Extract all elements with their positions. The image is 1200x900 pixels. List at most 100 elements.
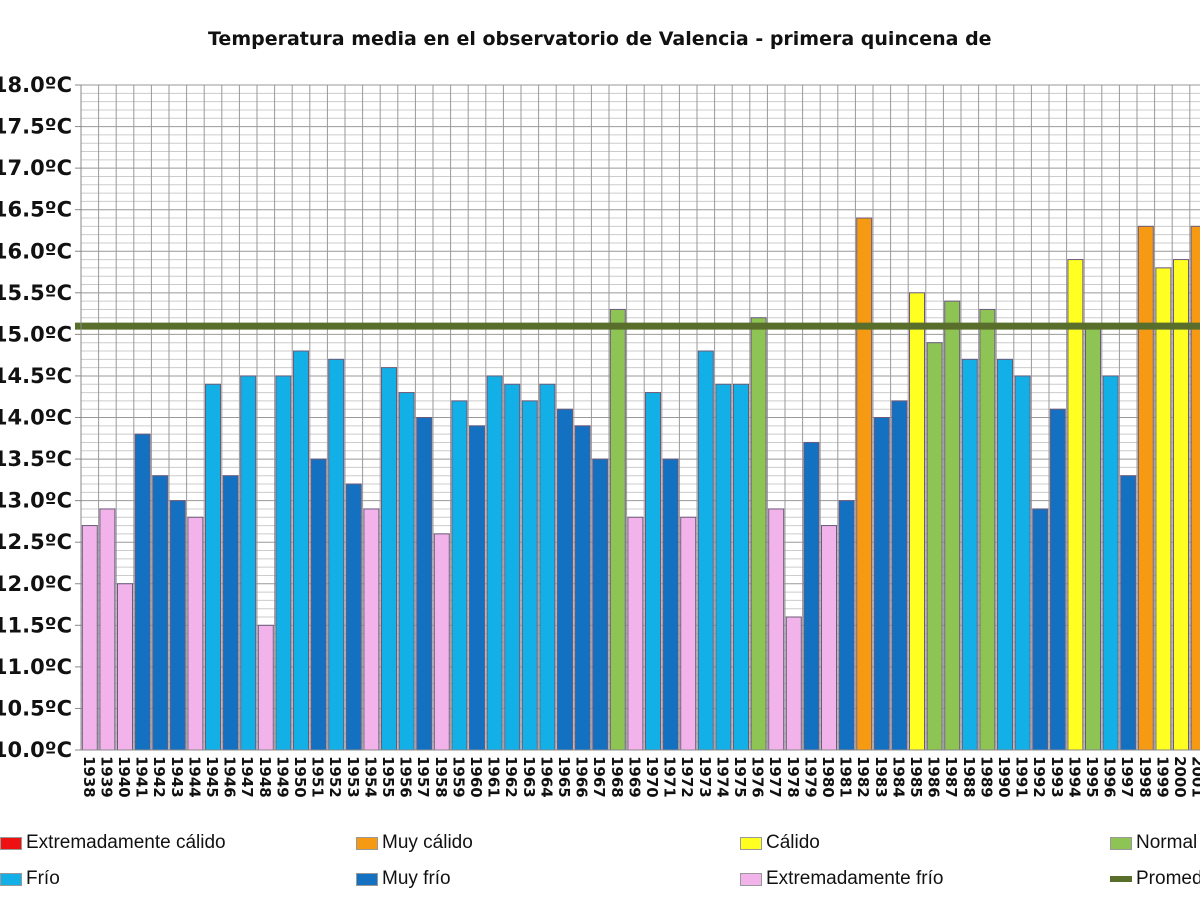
y-tick-label: 12.5ºC [0, 530, 72, 554]
y-tick-label: 15.5ºC [0, 281, 72, 305]
x-tick-label: 1980 [819, 756, 837, 798]
legend-item-extremadamente-frio: Extremadamente frío [740, 868, 943, 890]
bar-1989 [979, 308, 996, 751]
bar-1975 [733, 383, 749, 751]
x-tick-label: 1938 [80, 756, 98, 798]
x-tick-label: 1995 [1083, 756, 1101, 798]
x-tick-label: 1965 [555, 756, 573, 798]
x-tick-label: 1942 [150, 756, 168, 798]
bar-1952 [328, 358, 345, 751]
x-tick-label: 1939 [97, 756, 115, 798]
y-tick-label: 10.0ºC [0, 738, 72, 762]
bar-1972 [680, 516, 697, 751]
x-tick-label: 1962 [502, 756, 520, 798]
legend-swatch [740, 836, 762, 850]
bar-1955 [381, 367, 397, 751]
bar-1967 [592, 458, 609, 751]
y-tick-label: 18.0ºC [0, 73, 72, 97]
bar-1949 [275, 375, 292, 751]
bar-1970 [645, 392, 661, 751]
x-tick-label: 1975 [731, 756, 749, 798]
y-tick-label: 17.0ºC [0, 156, 72, 180]
x-tick-label: 1981 [837, 756, 855, 798]
legend-label: Extremadamente frío [766, 868, 944, 889]
x-tick-label: 1982 [854, 756, 872, 798]
bar-1944 [187, 516, 204, 751]
x-tick-label: 2001 [1189, 756, 1200, 798]
legend-label: Extremadamente cálido [26, 832, 226, 853]
bar-1945 [205, 383, 221, 751]
bar-1941 [134, 433, 151, 751]
x-tick-label: 1963 [520, 756, 538, 798]
bar-1974 [715, 383, 732, 751]
x-tick-label: 1960 [467, 756, 485, 798]
x-tick-label: 1988 [960, 756, 978, 798]
legend-swatch [740, 872, 762, 886]
bar-1985 [909, 292, 925, 751]
bar-1983 [873, 417, 890, 751]
legend-swatch [0, 872, 22, 886]
bar-1982 [856, 217, 873, 751]
bar-1966 [574, 425, 591, 751]
bar-1987 [944, 300, 961, 751]
bar-1986 [926, 342, 943, 751]
legend-item-promedio: Promedio [1110, 868, 1200, 890]
x-tick-label: 1948 [256, 756, 274, 798]
legend-swatch [1110, 836, 1132, 850]
legend-label: Normal [1136, 832, 1198, 853]
bar-1979 [803, 441, 820, 751]
x-tick-label: 1977 [766, 756, 784, 798]
x-tick-label: 1997 [1118, 756, 1136, 798]
bar-1994 [1067, 259, 1084, 751]
bar-chart: 1938 1939 1940 1941 1942 1943 1944 1945 1946 1947… [0, 73, 1200, 798]
bar-1963 [521, 400, 538, 751]
bar-1978 [785, 616, 802, 751]
y-tick-label: 16.5ºC [0, 198, 72, 222]
x-tick-label: 1990 [995, 756, 1013, 798]
legend-swatch [0, 836, 22, 850]
bar-1956 [398, 392, 415, 751]
bar-1977 [768, 508, 785, 751]
x-tick-label: 1964 [537, 756, 555, 798]
bar-1965 [557, 408, 573, 751]
x-tick-label: 1998 [1136, 756, 1154, 798]
bar-1962 [504, 383, 521, 751]
y-tick-label: 13.0ºC [0, 489, 72, 513]
bar-2001 [1190, 225, 1200, 751]
x-tick-label: 1987 [942, 756, 960, 798]
x-tick-label: 1940 [115, 756, 133, 798]
x-tick-label: 1972 [678, 756, 696, 798]
bar-1938 [81, 525, 98, 751]
x-tick-label: 1953 [344, 756, 362, 798]
legend-item-muy-calido: Muy cálido [356, 832, 473, 854]
x-tick-label: 1973 [696, 756, 714, 798]
x-tick-label: 1958 [432, 756, 450, 798]
bar-1957 [416, 417, 433, 751]
bar-1971 [662, 458, 679, 751]
bar-1946 [222, 475, 239, 751]
bar-1998 [1137, 225, 1154, 751]
bar-1992 [1032, 508, 1049, 751]
bar-1959 [451, 400, 468, 751]
chart-title: Temperatura media en el observatorio de … [208, 28, 992, 50]
x-tick-label: 2000 [1171, 756, 1189, 798]
x-tick-label: 1951 [309, 756, 327, 798]
legend-item-muy-frio: Muy frío [356, 868, 451, 890]
legend-label: Frío [26, 868, 60, 889]
x-tick-label: 1947 [238, 756, 256, 798]
bar-1999 [1155, 267, 1172, 751]
legend-swatch-line [1110, 876, 1132, 882]
legend-item-frio: Frío [0, 868, 60, 890]
bar-1980 [821, 525, 837, 751]
bar-1995 [1085, 325, 1101, 751]
bar-1993 [1049, 408, 1066, 751]
bar-1942 [152, 475, 169, 751]
x-tick-label: 1979 [801, 756, 819, 798]
x-tick-label: 1993 [1048, 756, 1066, 798]
y-tick-label: 11.5ºC [0, 613, 72, 637]
x-tick-label: 1967 [590, 756, 608, 798]
legend-label: Muy cálido [382, 832, 473, 853]
bar-1997 [1120, 475, 1137, 751]
x-tick-label: 1952 [326, 756, 344, 798]
y-tick-label: 10.5ºC [0, 696, 72, 720]
